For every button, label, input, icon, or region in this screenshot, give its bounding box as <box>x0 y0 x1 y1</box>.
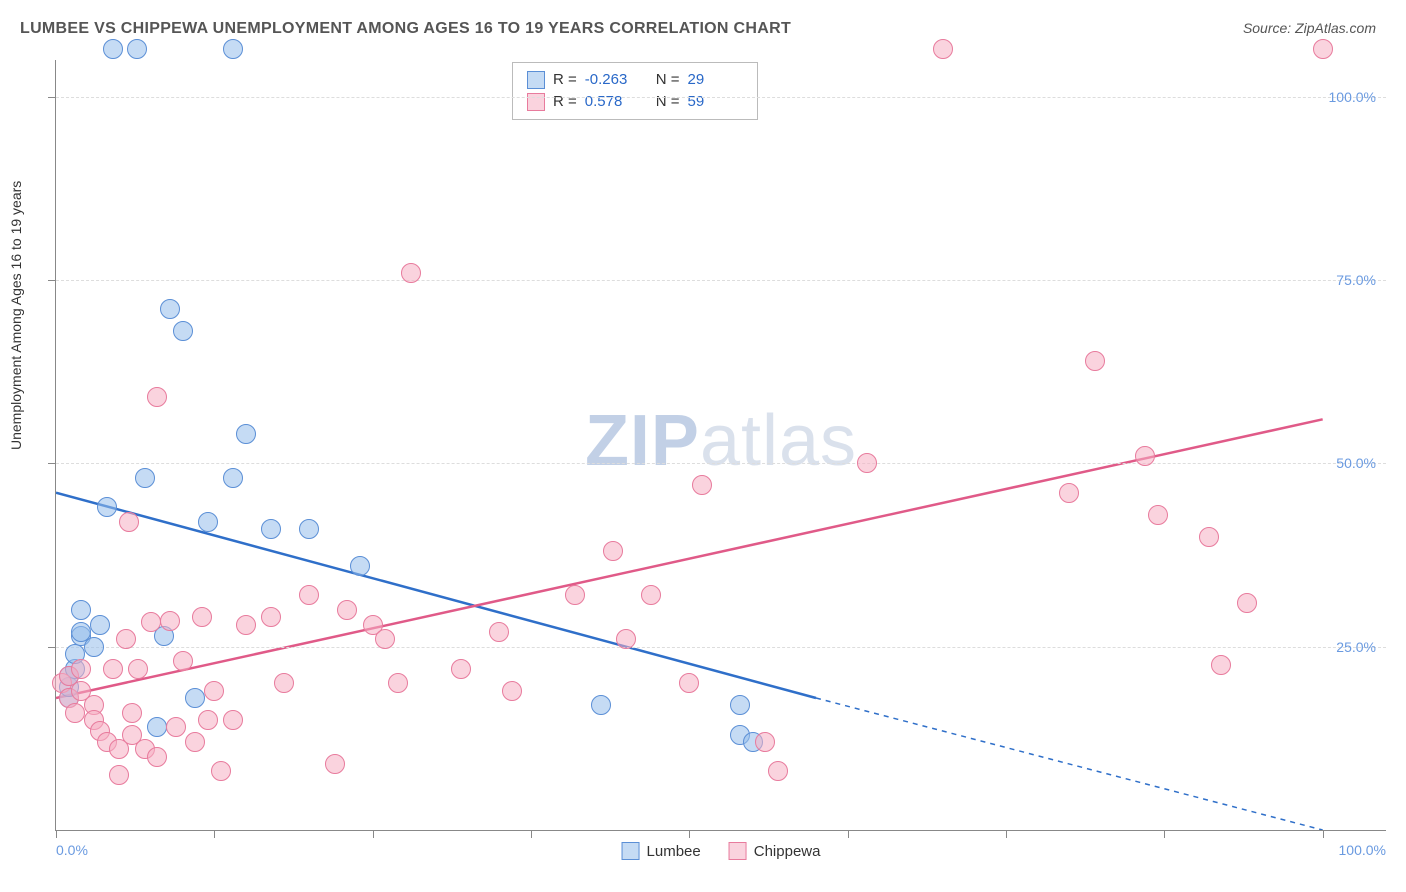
gridline <box>56 97 1386 98</box>
legend-row: R =-0.263N =29 <box>527 69 743 91</box>
x-tick-label: 100.0% <box>1339 842 1386 858</box>
data-point <box>198 512 218 532</box>
legend-swatch <box>527 71 545 89</box>
data-point <box>223 468 243 488</box>
data-point <box>274 673 294 693</box>
data-point <box>147 717 167 737</box>
data-point <box>71 600 91 620</box>
data-point <box>755 732 775 752</box>
data-point <box>127 39 147 59</box>
data-point <box>337 600 357 620</box>
data-point <box>128 659 148 679</box>
scatter-chart: ZIPatlas R =-0.263N =29R =0.578N =59 Lum… <box>55 60 1386 831</box>
data-point <box>401 263 421 283</box>
data-point <box>173 321 193 341</box>
data-point <box>116 629 136 649</box>
gridline <box>56 647 1386 648</box>
data-point <box>375 629 395 649</box>
data-point <box>223 710 243 730</box>
data-point <box>1313 39 1333 59</box>
data-point <box>325 754 345 774</box>
legend-item: Chippewa <box>729 842 821 860</box>
data-point <box>71 659 91 679</box>
data-point <box>236 615 256 635</box>
data-point <box>1059 483 1079 503</box>
data-point <box>198 710 218 730</box>
data-point <box>350 556 370 576</box>
data-point <box>933 39 953 59</box>
data-point <box>1211 655 1231 675</box>
y-tick-label: 25.0% <box>1336 639 1376 655</box>
source-attribution: Source: ZipAtlas.com <box>1243 20 1376 36</box>
data-point <box>388 673 408 693</box>
data-point <box>565 585 585 605</box>
data-point <box>223 39 243 59</box>
gridline <box>56 463 1386 464</box>
data-point <box>299 585 319 605</box>
y-axis-label: Unemployment Among Ages 16 to 19 years <box>8 181 24 450</box>
data-point <box>603 541 623 561</box>
data-point <box>119 512 139 532</box>
data-point <box>103 39 123 59</box>
data-point <box>591 695 611 715</box>
data-point <box>692 475 712 495</box>
data-point <box>1085 351 1105 371</box>
data-point <box>185 732 205 752</box>
data-point <box>261 519 281 539</box>
gridline <box>56 280 1386 281</box>
data-point <box>103 659 123 679</box>
data-point <box>141 612 161 632</box>
chart-title: LUMBEE VS CHIPPEWA UNEMPLOYMENT AMONG AG… <box>20 20 791 38</box>
data-point <box>109 765 129 785</box>
data-point <box>147 747 167 767</box>
data-point <box>261 607 281 627</box>
data-point <box>236 424 256 444</box>
data-point <box>489 622 509 642</box>
data-point <box>160 611 180 631</box>
data-point <box>204 681 224 701</box>
data-point <box>730 695 750 715</box>
y-tick-label: 100.0% <box>1329 89 1376 105</box>
data-point <box>502 681 522 701</box>
data-point <box>135 468 155 488</box>
legend-item: Lumbee <box>622 842 701 860</box>
correlation-legend: R =-0.263N =29R =0.578N =59 <box>512 62 758 120</box>
y-tick-label: 75.0% <box>1336 272 1376 288</box>
data-point <box>185 688 205 708</box>
data-point <box>857 453 877 473</box>
data-point <box>1199 527 1219 547</box>
data-point <box>211 761 231 781</box>
data-point <box>147 387 167 407</box>
data-point <box>84 637 104 657</box>
data-point <box>1135 446 1155 466</box>
data-point <box>768 761 788 781</box>
data-point <box>65 703 85 723</box>
data-point <box>641 585 661 605</box>
data-point <box>299 519 319 539</box>
trend-lines-layer <box>56 60 1386 830</box>
data-point <box>1237 593 1257 613</box>
data-point <box>192 607 212 627</box>
data-point <box>122 703 142 723</box>
data-point <box>1148 505 1168 525</box>
data-point <box>173 651 193 671</box>
data-point <box>166 717 186 737</box>
data-point <box>451 659 471 679</box>
data-point <box>679 673 699 693</box>
x-tick-label: 0.0% <box>56 842 88 858</box>
series-legend: Lumbee Chippewa <box>622 842 821 860</box>
legend-row: R =0.578N =59 <box>527 91 743 113</box>
data-point <box>616 629 636 649</box>
y-tick-label: 50.0% <box>1336 455 1376 471</box>
data-point <box>90 615 110 635</box>
watermark: ZIPatlas <box>585 400 857 482</box>
data-point <box>97 497 117 517</box>
data-point <box>160 299 180 319</box>
